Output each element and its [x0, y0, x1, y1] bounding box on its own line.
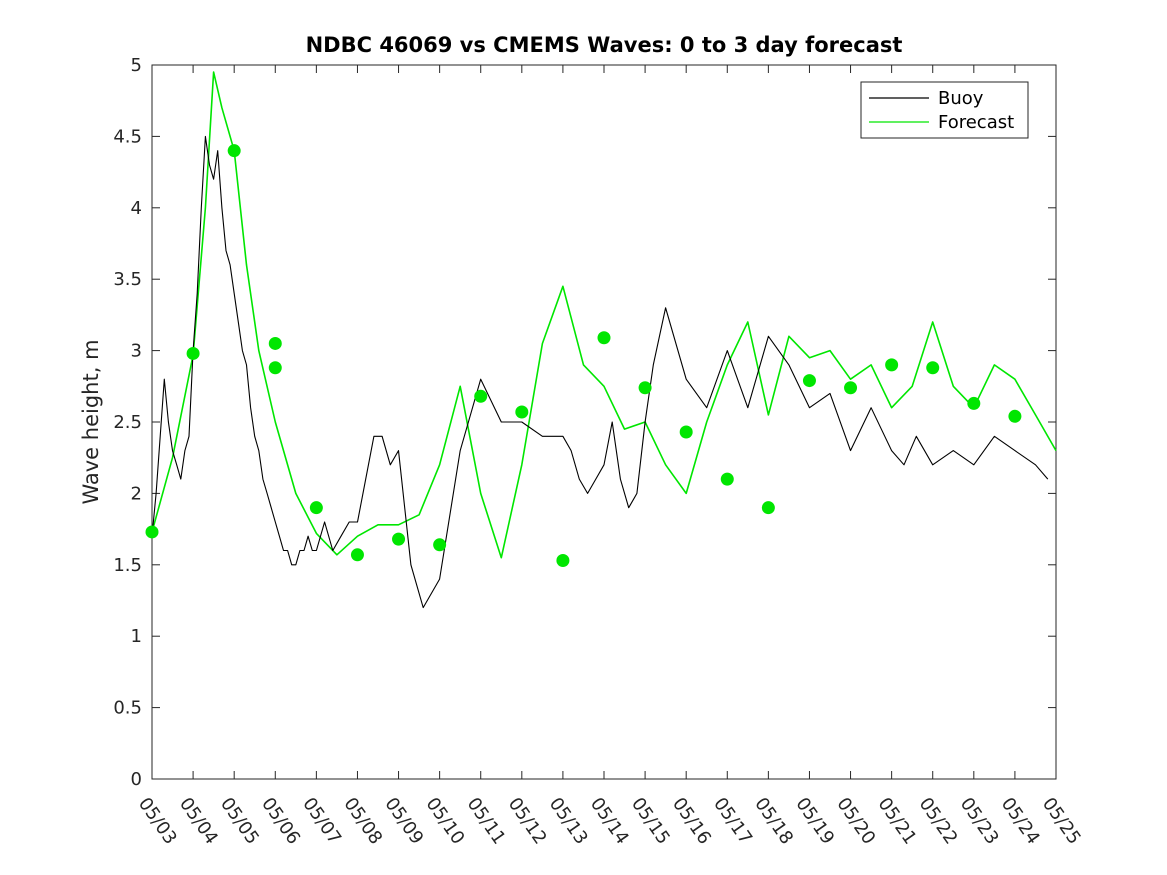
plot-frame	[151, 64, 1057, 780]
forecast-point	[392, 532, 406, 546]
forecast-point	[926, 361, 940, 375]
forecast-point	[145, 525, 159, 539]
y-tick-label: 0	[131, 769, 142, 790]
forecast-point	[597, 331, 611, 345]
forecast-point	[433, 538, 447, 552]
legend-box	[860, 81, 1029, 139]
forecast-point	[761, 501, 775, 515]
y-tick-label: 2.5	[113, 412, 142, 433]
y-axis-label: Wave height, m	[79, 339, 103, 504]
forecast-point	[1008, 409, 1022, 423]
forecast-point	[638, 381, 652, 395]
y-tick-label: 4	[131, 198, 142, 219]
forecast-point	[515, 405, 529, 419]
forecast-point	[227, 144, 241, 158]
series-layer	[151, 71, 1057, 609]
y-tick-label: 1.5	[113, 555, 142, 576]
forecast-point	[268, 361, 282, 375]
forecast-point	[350, 548, 364, 562]
y-tick-label: 1	[131, 626, 142, 647]
y-tick-label: 0.5	[113, 698, 142, 719]
forecast-points	[145, 144, 1022, 568]
y-tick-label: 2	[131, 483, 142, 504]
y-tick-label: 5	[131, 55, 142, 76]
y-tick-label: 3.5	[113, 269, 142, 290]
buoy-series-line	[151, 135, 1049, 609]
forecast-point	[309, 501, 323, 515]
forecast-point	[885, 358, 899, 372]
forecast-point	[556, 554, 570, 568]
forecast-point	[802, 374, 816, 388]
legend: Buoy Forecast	[860, 81, 1029, 139]
plot-area: 00.511.522.533.544.55 05/0305/0405/0505/…	[113, 55, 1085, 848]
forecast-point	[268, 336, 282, 350]
forecast-point	[474, 389, 488, 403]
forecast-series-line	[151, 71, 1057, 559]
forecast-point	[844, 381, 858, 395]
forecast-point	[186, 346, 200, 360]
legend-buoy-label: Buoy	[938, 88, 984, 109]
y-tick-label: 3	[131, 341, 142, 362]
forecast-point	[679, 425, 693, 439]
forecast-point	[720, 472, 734, 486]
chart-title: NDBC 46069 vs CMEMS Waves: 0 to 3 day fo…	[306, 33, 903, 57]
legend-forecast-label: Forecast	[938, 112, 1014, 133]
y-axis: 0 0.5 1 1.5 2 2.5 3 3.5 4 4.5 5	[113, 55, 1056, 790]
forecast-point	[967, 396, 981, 410]
y-tick-label: 4.5	[113, 126, 142, 147]
